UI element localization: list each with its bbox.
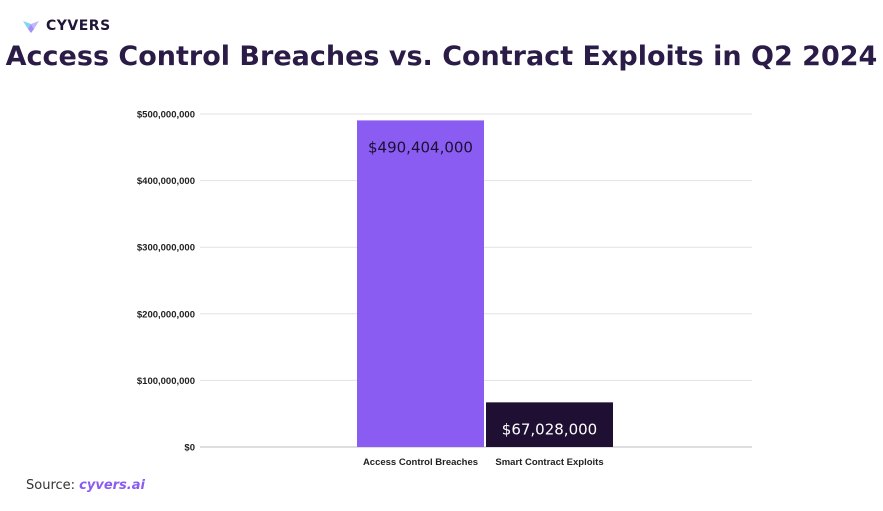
source-link[interactable]: cyvers.ai xyxy=(79,478,145,493)
bar-data-label: $67,028,000 xyxy=(502,420,597,438)
brand-name: CYVERS xyxy=(46,18,111,34)
bar xyxy=(357,120,484,448)
y-tick-label: $300,000,000 xyxy=(137,243,195,254)
y-tick-label: $100,000,000 xyxy=(137,376,195,387)
source-prefix: Source: xyxy=(26,478,80,493)
y-tick-label: $500,000,000 xyxy=(137,110,195,121)
bar-data-label: $490,404,000 xyxy=(368,138,473,156)
cyvers-logo-icon xyxy=(23,21,39,33)
y-axis-tick-labels: $0 $100,000,000 $200,000,000 $300,000,000 $4… xyxy=(137,110,195,454)
y-tick-label: $0 xyxy=(184,443,195,454)
x-tick-label: Smart Contract Exploits xyxy=(495,457,603,468)
y-tick-label: $200,000,000 xyxy=(137,309,195,320)
bar xyxy=(486,402,613,447)
source-note: Source: cyvers.ai xyxy=(26,478,145,493)
x-axis-tick-labels: Access Control Breaches Smart Contract Ex… xyxy=(363,457,604,468)
brand: CYVERS xyxy=(22,18,111,34)
bars: $490,404,000 $67,028,000 xyxy=(357,120,613,448)
y-tick-label: $400,000,000 xyxy=(137,176,195,187)
chart-title: Access Control Breaches vs. Contract Exp… xyxy=(5,41,878,72)
x-tick-label: Access Control Breaches xyxy=(363,457,478,468)
